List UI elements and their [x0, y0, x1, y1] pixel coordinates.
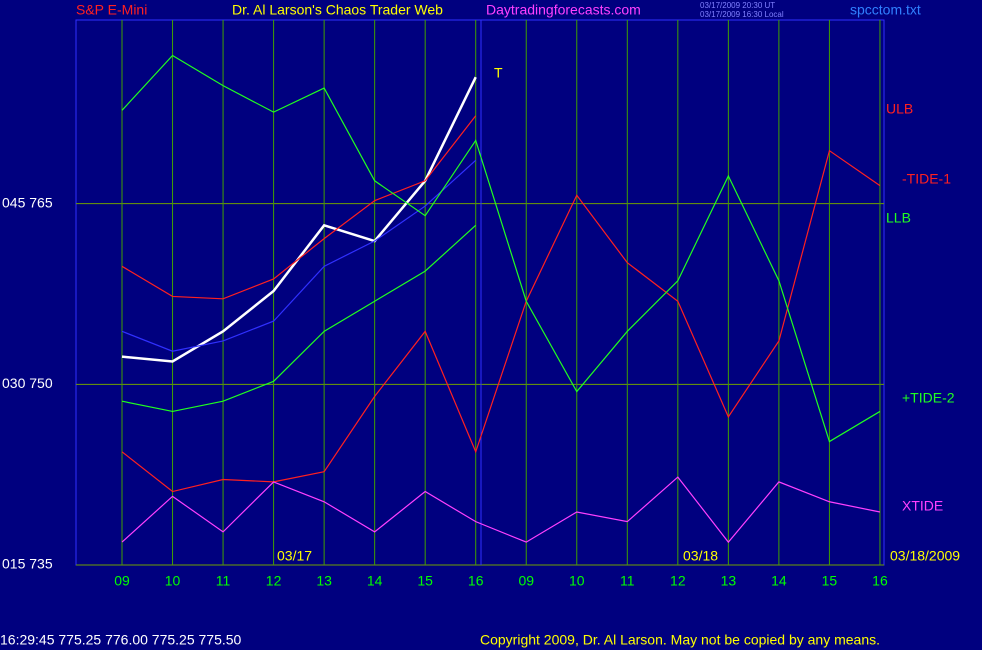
legend-entry: XTIDE	[902, 498, 943, 514]
series-line	[121, 115, 477, 300]
x-tick-label: 12	[266, 573, 282, 589]
date-label: 03/18/2009	[890, 548, 960, 564]
date-label: 03/17	[277, 548, 312, 564]
x-tick-label: 11	[216, 573, 231, 589]
symbol: S&P E-Mini	[76, 2, 147, 18]
series-line	[121, 149, 881, 493]
y-tick-label: 030 750	[2, 375, 53, 391]
y-tick-label: 045 765	[2, 194, 53, 210]
date-label: 03/18	[683, 548, 718, 564]
x-tick-label: 13	[721, 573, 737, 589]
site: Daytradingforecasts.com	[486, 2, 641, 18]
y-tick-label: 015 735	[2, 556, 53, 572]
x-tick-label: 12	[670, 573, 686, 589]
timestamp: 03/17/2009 20:30 UT	[700, 1, 775, 10]
x-tick-label: 15	[822, 573, 838, 589]
x-tick-label: 14	[367, 573, 383, 589]
legend-entry: -TIDE-1	[902, 171, 951, 187]
x-tick-label: 14	[771, 573, 787, 589]
x-tick-label: 10	[569, 573, 585, 589]
x-tick-label: 15	[417, 573, 433, 589]
x-tick-label: 16	[872, 573, 888, 589]
legend-entry: LLB	[886, 210, 911, 226]
x-tick-label: 09	[114, 573, 130, 589]
x-tick-label: 13	[316, 573, 332, 589]
legend-entry: +TIDE-2	[902, 390, 955, 406]
file-name: spcctom.txt	[850, 2, 921, 18]
marker-label: T	[494, 65, 503, 81]
timestamp: 03/17/2009 16:30 Local	[700, 10, 784, 19]
x-tick-label: 09	[518, 573, 534, 589]
chart-title: Dr. Al Larson's Chaos Trader Web	[232, 2, 443, 18]
quote: 16:29:45 775.25 776.00 775.25 775.50	[0, 632, 242, 648]
series-line	[121, 224, 477, 413]
x-tick-label: 11	[620, 573, 635, 589]
copyright: Copyright 2009, Dr. Al Larson. May not b…	[480, 632, 880, 648]
series-line	[121, 159, 477, 352]
legend-entry: ULB	[886, 101, 913, 117]
series-line	[121, 54, 881, 443]
x-tick-label: 10	[165, 573, 181, 589]
series-line	[121, 476, 881, 544]
x-tick-label: 16	[468, 573, 484, 589]
